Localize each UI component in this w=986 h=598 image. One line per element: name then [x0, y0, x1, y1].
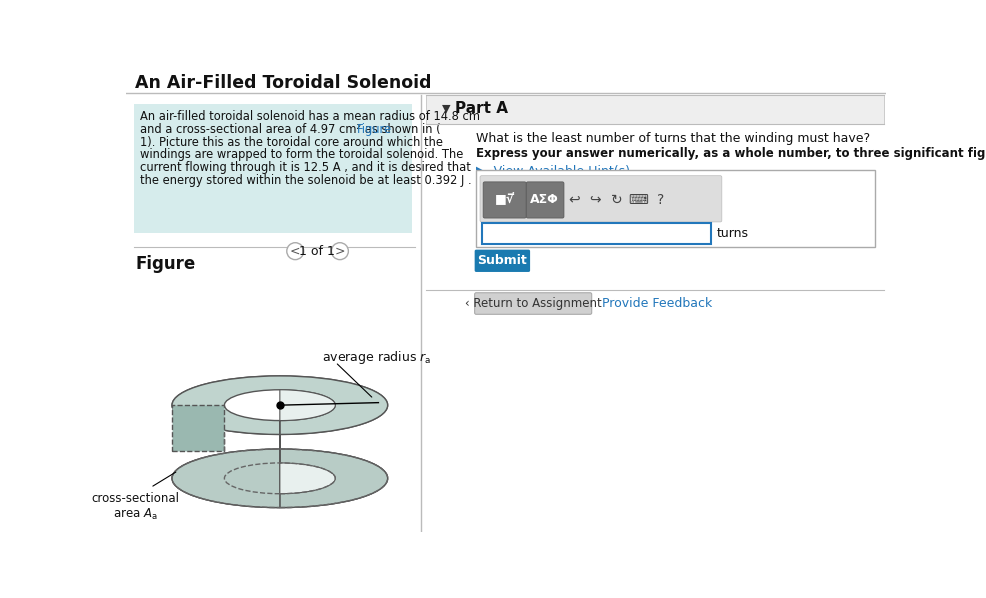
Text: Figure: Figure [135, 255, 195, 273]
Text: ■√̅: ■√̅ [494, 193, 515, 206]
FancyBboxPatch shape [481, 222, 710, 244]
Text: ▼: ▼ [441, 103, 450, 114]
Text: Express your answer numerically, as a whole number, to three significant figures: Express your answer numerically, as a wh… [475, 147, 986, 160]
Ellipse shape [224, 390, 335, 420]
Circle shape [331, 243, 348, 260]
Text: Provide Feedback: Provide Feedback [601, 297, 711, 310]
Text: 1). Picture this as the toroidal core around which the: 1). Picture this as the toroidal core ar… [140, 136, 443, 149]
Text: Submit: Submit [477, 254, 527, 267]
Text: ⌨: ⌨ [628, 193, 648, 206]
FancyBboxPatch shape [474, 293, 591, 315]
Text: ↩: ↩ [568, 193, 579, 206]
Text: >: > [334, 245, 345, 258]
FancyBboxPatch shape [479, 176, 721, 222]
Text: 1 of 1: 1 of 1 [299, 245, 334, 258]
Text: ↪: ↪ [589, 193, 600, 206]
Text: windings are wrapped to form the toroidal solenoid. The: windings are wrapped to form the toroida… [140, 148, 462, 161]
Circle shape [287, 243, 304, 260]
FancyBboxPatch shape [526, 182, 563, 218]
FancyBboxPatch shape [475, 170, 875, 248]
FancyBboxPatch shape [482, 182, 526, 218]
Ellipse shape [172, 376, 387, 434]
FancyBboxPatch shape [426, 95, 882, 124]
Text: An Air-Filled Toroidal Solenoid: An Air-Filled Toroidal Solenoid [135, 74, 431, 91]
Text: turns: turns [717, 227, 748, 240]
Text: What is the least number of turns that the winding must have?: What is the least number of turns that t… [475, 132, 870, 145]
Text: ▶  View Available Hint(s): ▶ View Available Hint(s) [475, 164, 629, 177]
Text: An air-filled toroidal solenoid has a mean radius of 14.8 cm: An air-filled toroidal solenoid has a me… [140, 110, 479, 123]
FancyBboxPatch shape [474, 249, 529, 272]
Polygon shape [280, 376, 387, 508]
Ellipse shape [172, 449, 387, 508]
Polygon shape [280, 390, 335, 494]
Text: the energy stored within the solenoid be at least 0.392 J .: the energy stored within the solenoid be… [140, 174, 471, 187]
Text: cross-sectional
area $A_\mathrm{a}$: cross-sectional area $A_\mathrm{a}$ [91, 492, 178, 523]
Text: current flowing through it is 12.5 A , and it is desired that: current flowing through it is 12.5 A , a… [140, 161, 470, 174]
Polygon shape [172, 376, 280, 508]
FancyBboxPatch shape [172, 405, 224, 451]
Text: average radius $r_\mathrm{a}$: average radius $r_\mathrm{a}$ [321, 349, 431, 366]
Text: ↻: ↻ [610, 193, 622, 206]
Text: ΑΣΦ: ΑΣΦ [529, 193, 558, 206]
Text: ‹ Return to Assignment: ‹ Return to Assignment [464, 297, 600, 310]
Text: ?: ? [656, 193, 664, 206]
Text: Figure: Figure [357, 123, 391, 136]
Text: Part A: Part A [455, 101, 508, 116]
FancyBboxPatch shape [133, 104, 412, 233]
Text: <: < [290, 245, 300, 258]
Text: and a cross-sectional area of 4.97 cm² as shown in (: and a cross-sectional area of 4.97 cm² a… [140, 123, 440, 136]
